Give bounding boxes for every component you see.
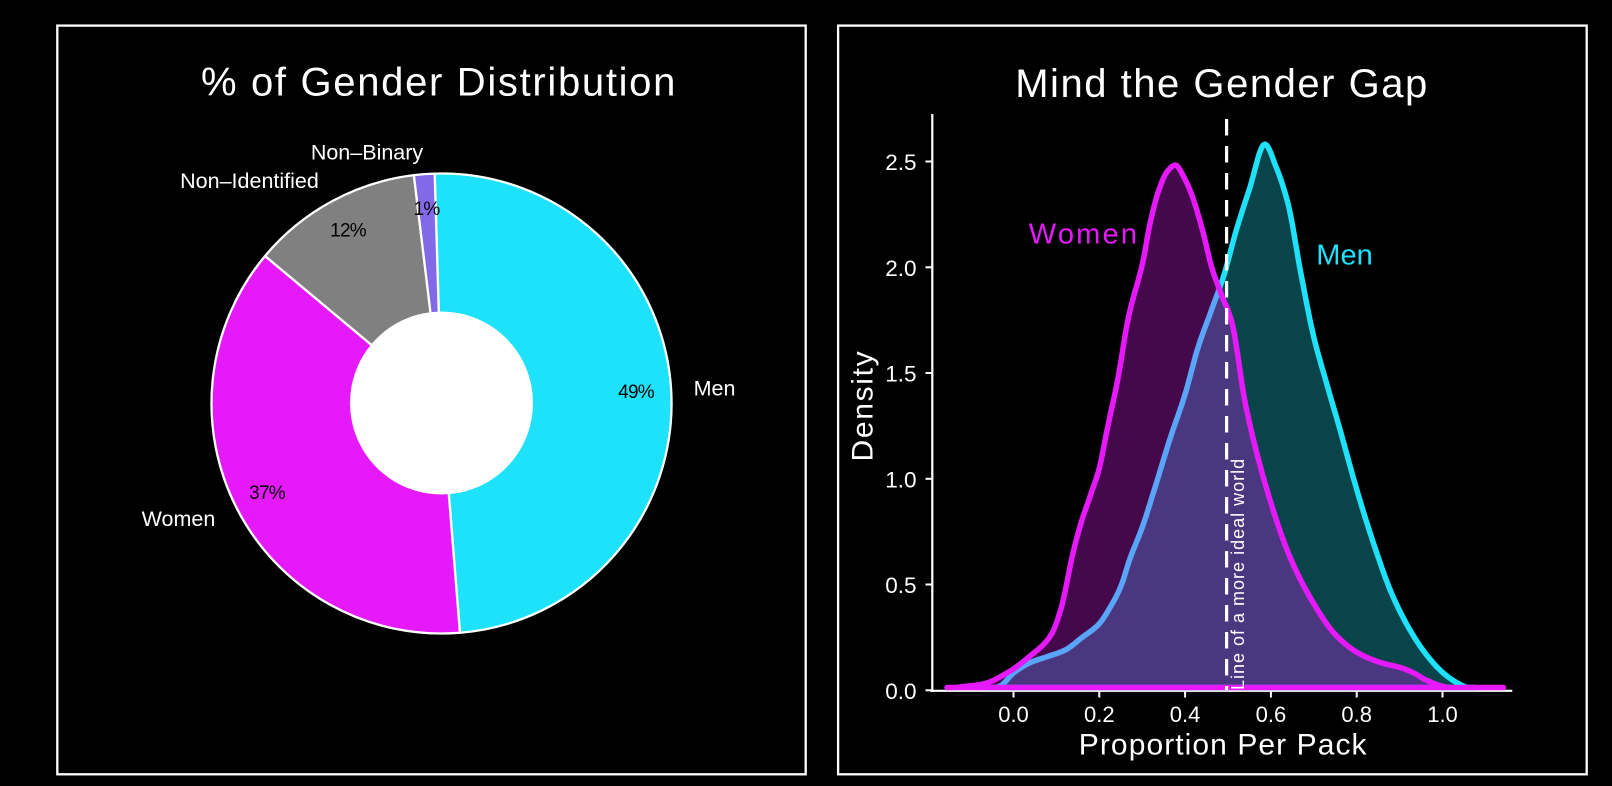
svg-text:Mind the Gender Gap: Mind the Gender Gap xyxy=(1015,62,1429,106)
svg-text:0.2: 0.2 xyxy=(1084,702,1115,727)
svg-text:Non–Identified: Non–Identified xyxy=(180,169,319,193)
svg-text:Density: Density xyxy=(847,350,880,462)
svg-text:2.0: 2.0 xyxy=(885,256,916,281)
svg-text:0.8: 0.8 xyxy=(1341,702,1372,727)
svg-text:1.0: 1.0 xyxy=(885,468,916,493)
svg-text:Proportion Per Pack: Proportion Per Pack xyxy=(1079,729,1368,762)
svg-text:0.0: 0.0 xyxy=(998,702,1029,727)
svg-text:0.4: 0.4 xyxy=(1170,702,1201,727)
svg-text:1%: 1% xyxy=(414,199,441,220)
svg-text:0.5: 0.5 xyxy=(885,573,916,598)
svg-text:0.0: 0.0 xyxy=(885,679,916,704)
svg-text:Women: Women xyxy=(142,507,216,531)
svg-text:Men: Men xyxy=(694,377,736,401)
svg-text:1.0: 1.0 xyxy=(1427,702,1458,727)
svg-text:12%: 12% xyxy=(330,220,367,241)
svg-text:Men: Men xyxy=(1316,240,1372,272)
svg-text:1.5: 1.5 xyxy=(885,362,916,387)
svg-text:2.5: 2.5 xyxy=(885,150,916,175)
svg-text:37%: 37% xyxy=(249,483,286,504)
svg-text:Line of a more ideal world: Line of a more ideal world xyxy=(1228,458,1248,690)
svg-text:49%: 49% xyxy=(618,382,655,403)
svg-text:Women: Women xyxy=(1029,219,1139,251)
svg-text:Non–Binary: Non–Binary xyxy=(311,141,424,165)
svg-text:0.6: 0.6 xyxy=(1256,702,1287,727)
svg-text:% of Gender Distribution: % of Gender Distribution xyxy=(201,61,677,105)
